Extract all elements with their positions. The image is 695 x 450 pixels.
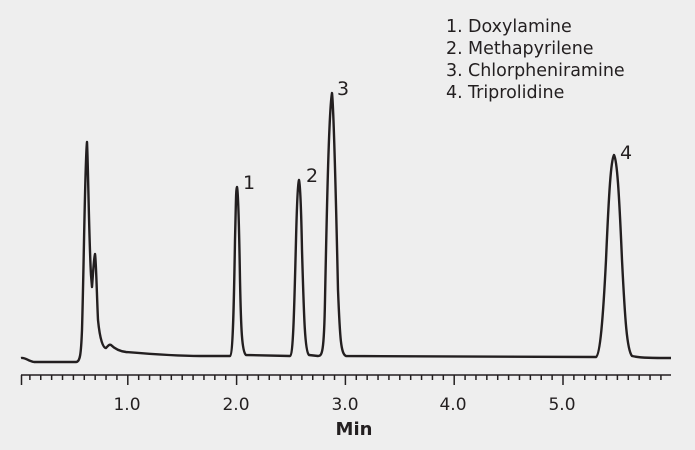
x-tick-label-5: 5.0 xyxy=(548,395,576,415)
x-tick-label-4: 4.0 xyxy=(439,395,467,415)
compound-legend: 1. Doxylamine 2. Methapyrilene 3. Chlorphen… xyxy=(446,16,625,104)
peak-label-3: 3 xyxy=(337,78,350,100)
peak-label-1: 1 xyxy=(243,172,256,194)
legend-item-2: 2. Methapyrilene xyxy=(446,39,594,59)
x-tick-label-3: 3.0 xyxy=(331,395,359,415)
x-tick-label-2: 2.0 xyxy=(222,395,250,415)
x-tick-label-1: 1.0 xyxy=(113,395,141,415)
chromatogram-trace xyxy=(20,91,672,364)
legend-item-1: 1. Doxylamine xyxy=(446,17,572,37)
legend-item-4: 4. Triprolidine xyxy=(446,83,565,103)
peak-label-2: 2 xyxy=(306,165,319,187)
x-axis-title: Min xyxy=(335,419,373,440)
peak-label-4: 4 xyxy=(620,142,633,164)
x-axis xyxy=(20,374,671,385)
legend-item-3: 3. Chlorpheniramine xyxy=(446,61,625,81)
